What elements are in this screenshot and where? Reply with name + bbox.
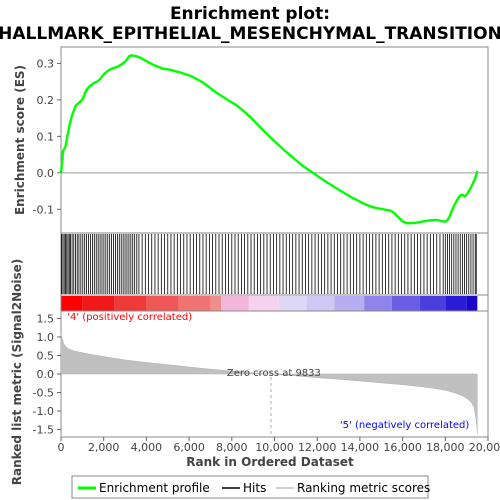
legend-label-hits: Hits — [243, 481, 266, 495]
metric-xtick-label: 10,000 — [255, 441, 294, 454]
legend-frame — [71, 475, 429, 499]
metric-xtick-label: 14,000 — [341, 441, 380, 454]
metric-ytick-label: 0.0 — [37, 368, 55, 381]
enrichment-profile-line — [59, 54, 479, 225]
es-ylabel: Enrichment score (ES) — [13, 65, 27, 215]
heatmap-segment — [391, 296, 420, 311]
heatmap-segment — [61, 296, 83, 311]
hits-lines — [61, 234, 477, 294]
metric-xtick-label: 12,000 — [298, 441, 337, 454]
heatmap-segment — [306, 296, 335, 311]
metric-xtick-label: 4,000 — [131, 441, 163, 454]
hits-panel — [60, 232, 489, 296]
metric-xtick-label: 6,000 — [173, 441, 205, 454]
metric-xticks: 0 2,000 4,000 6,000 8,000 10,000 12,000 14,000 1… — [58, 437, 500, 454]
metric-annotations: '4' (positively correlated) Zero cross at… — [67, 312, 469, 431]
heatmap-segment — [278, 296, 307, 311]
es-ytick-label: 0.2 — [37, 94, 55, 107]
legend: Enrichment profile Hits Ranking metric s… — [71, 475, 430, 499]
metric-ytick-label: -1.5 — [33, 424, 54, 437]
metric-xtick-label: 8,000 — [216, 441, 248, 454]
metric-ytick-label: 1.5 — [37, 312, 55, 325]
es-yticks: 0.3 0.2 0.1 0.0 -0.1 — [33, 57, 61, 216]
chart-title-line1: Enrichment plot: — [170, 4, 330, 24]
metric-annotation: '5' (negatively correlated) — [340, 420, 469, 431]
metric-panel: 1.5 1.0 0.5 0.0 -0.5 -1.0 -1.5 '4' (positively… — [10, 259, 500, 486]
heatmap-segment — [334, 296, 365, 311]
heatmap-segment — [248, 296, 279, 311]
es-ytick-label: 0.0 — [37, 167, 55, 180]
metric-xtick-label: 20,000 — [469, 441, 500, 454]
heatmap-segment — [466, 296, 478, 311]
metric-xtick-label: 0 — [58, 441, 65, 454]
heatmap-segments — [61, 296, 478, 311]
heatmap-segment — [364, 296, 392, 311]
ranking-metric-area — [60, 332, 478, 435]
heatmap-segment — [178, 296, 211, 311]
es-ytick-label: 0.3 — [37, 57, 55, 70]
metric-annotation: Zero cross at 9833 — [227, 368, 321, 379]
metric-ytick-label: 0.5 — [37, 349, 55, 362]
es-ytick-label: 0.1 — [37, 130, 55, 143]
metric-xtick-label: 16,000 — [383, 441, 422, 454]
heatmap-segment — [210, 296, 222, 311]
legend-label-enrichment-profile: Enrichment profile — [99, 481, 210, 495]
metric-annotation: '4' (positively correlated) — [67, 312, 192, 323]
metric-xtick-label: 2,000 — [88, 441, 120, 454]
heatmap-segment — [146, 296, 179, 311]
hits-panel-frame — [60, 232, 489, 296]
legend-label-ranking-metric: Ranking metric scores — [297, 481, 430, 495]
metric-ylabel: Ranked list metric (Signal2Noise) — [10, 259, 24, 486]
heatmap-segment — [221, 296, 249, 311]
heatmap-segment — [82, 296, 115, 311]
metric-xtick-label: 18,000 — [426, 441, 465, 454]
chart-title-line2: HALLMARK_EPITHELIAL_MESENCHYMAL_TRANSITI… — [0, 24, 500, 44]
metric-ytick-label: -0.5 — [33, 387, 54, 400]
metric-yticks: 1.5 1.0 0.5 0.0 -0.5 -1.0 -1.5 — [33, 312, 61, 437]
es-ytick-label: -0.1 — [33, 203, 54, 216]
heatmap-panel — [60, 294, 489, 312]
heatmap-segment — [114, 296, 147, 311]
metric-ytick-label: 1.0 — [37, 331, 55, 344]
es-panel: 0.3 0.2 0.1 0.0 -0.1 Enrichment score (ES) — [13, 46, 489, 234]
heatmap-segment — [445, 296, 467, 311]
metric-xlabel: Rank in Ordered Dataset — [186, 455, 354, 469]
heatmap-segment — [419, 296, 446, 311]
metric-ytick-label: -1.0 — [33, 405, 54, 418]
